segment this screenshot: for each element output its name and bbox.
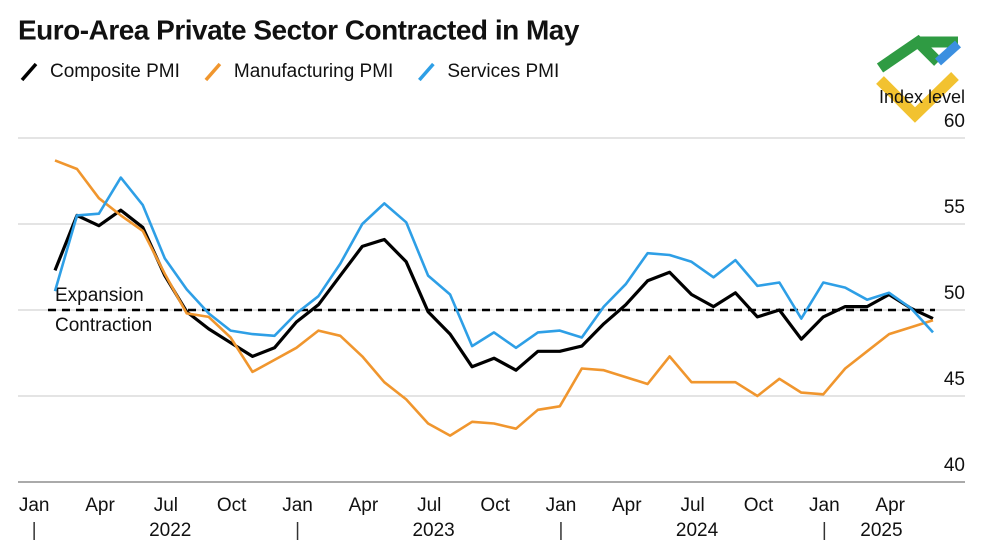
x-tick-label: Oct: [744, 495, 774, 516]
x-tick-label: Jan: [282, 495, 313, 516]
chart-title: Euro-Area Private Sector Contracted in M…: [18, 14, 580, 45]
x-tick-label: Jan: [19, 495, 50, 516]
logo: [876, 34, 962, 123]
x-tick-label: Jul: [417, 495, 441, 516]
annotation: Expansion: [55, 285, 144, 306]
x-tick-label: Jan: [809, 495, 840, 516]
legend-label: Composite PMI: [50, 61, 180, 82]
x-tick-label: Apr: [612, 495, 642, 516]
x-tick-label: Apr: [875, 495, 905, 516]
year-label: 2023: [412, 520, 454, 541]
legend-label: Manufacturing PMI: [234, 61, 393, 82]
x-tick-label: Apr: [85, 495, 115, 516]
x-tick-label: Jul: [154, 495, 178, 516]
x-tick-label: Oct: [480, 495, 510, 516]
legend-swatch: [204, 62, 222, 82]
y-axis-label: Index level: [879, 87, 965, 107]
y-tick-label: 60: [944, 111, 965, 132]
x-tick-label: Oct: [217, 495, 247, 516]
legend-swatch: [418, 62, 435, 82]
annotation: Contraction: [55, 315, 152, 336]
series-line: [53, 176, 934, 350]
y-tick-label: 55: [944, 197, 965, 218]
legend-label: Services PMI: [447, 61, 559, 82]
y-tick-label: 50: [944, 283, 965, 304]
year-label: 2022: [149, 520, 191, 541]
x-tick-label: Jan: [546, 495, 577, 516]
series-line: [54, 159, 934, 437]
x-tick-label: Apr: [349, 495, 379, 516]
year-label: 2024: [676, 520, 719, 541]
x-tick-label: Jul: [680, 495, 704, 516]
year-label: 2025: [860, 520, 902, 541]
y-tick-label: 40: [944, 455, 965, 476]
legend-swatch: [20, 62, 38, 82]
y-tick-label: 45: [944, 369, 965, 390]
series-line: [53, 208, 934, 372]
